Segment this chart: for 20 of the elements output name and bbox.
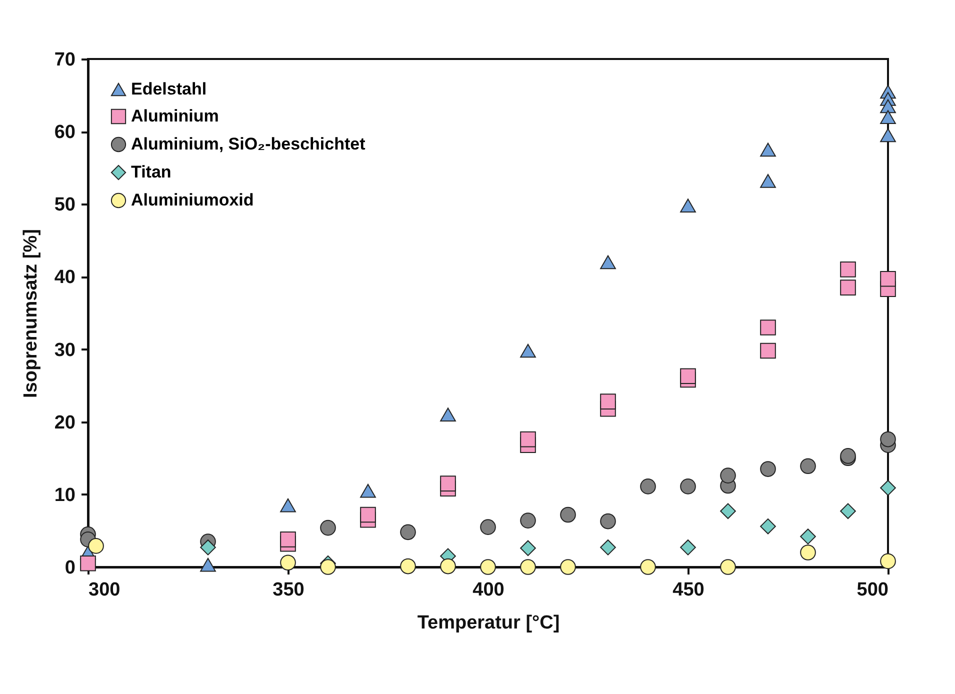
y-axis-title: Isoprenumsatz [%]	[20, 229, 42, 398]
y-tick-label: 50	[54, 194, 76, 216]
y-tick-label: 40	[54, 267, 76, 288]
x-tick-label: 300	[88, 580, 120, 600]
y-tick-label: 20	[54, 412, 76, 434]
legend-label: Titan	[131, 162, 172, 182]
x-tick-label: 450	[672, 580, 704, 600]
legend-label: Aluminiumoxid	[131, 190, 254, 210]
y-tick-label: 30	[54, 340, 76, 361]
legend-label: Aluminium	[131, 106, 219, 126]
x-tick-label: 500	[856, 580, 888, 600]
legend-label: Edelstahl	[131, 80, 207, 98]
legend-label: Aluminium, SiO₂-beschichtet	[131, 134, 366, 154]
x-axis-title: Temperatur [°C]	[417, 612, 560, 634]
x-tick-label: 400	[472, 580, 504, 600]
y-tick-label: 0	[64, 558, 76, 578]
x-tick-label: 350	[272, 580, 304, 600]
y-tick-label: 60	[54, 122, 76, 144]
y-tick-label: 10	[54, 484, 76, 506]
y-tick-label: 70	[54, 50, 76, 70]
